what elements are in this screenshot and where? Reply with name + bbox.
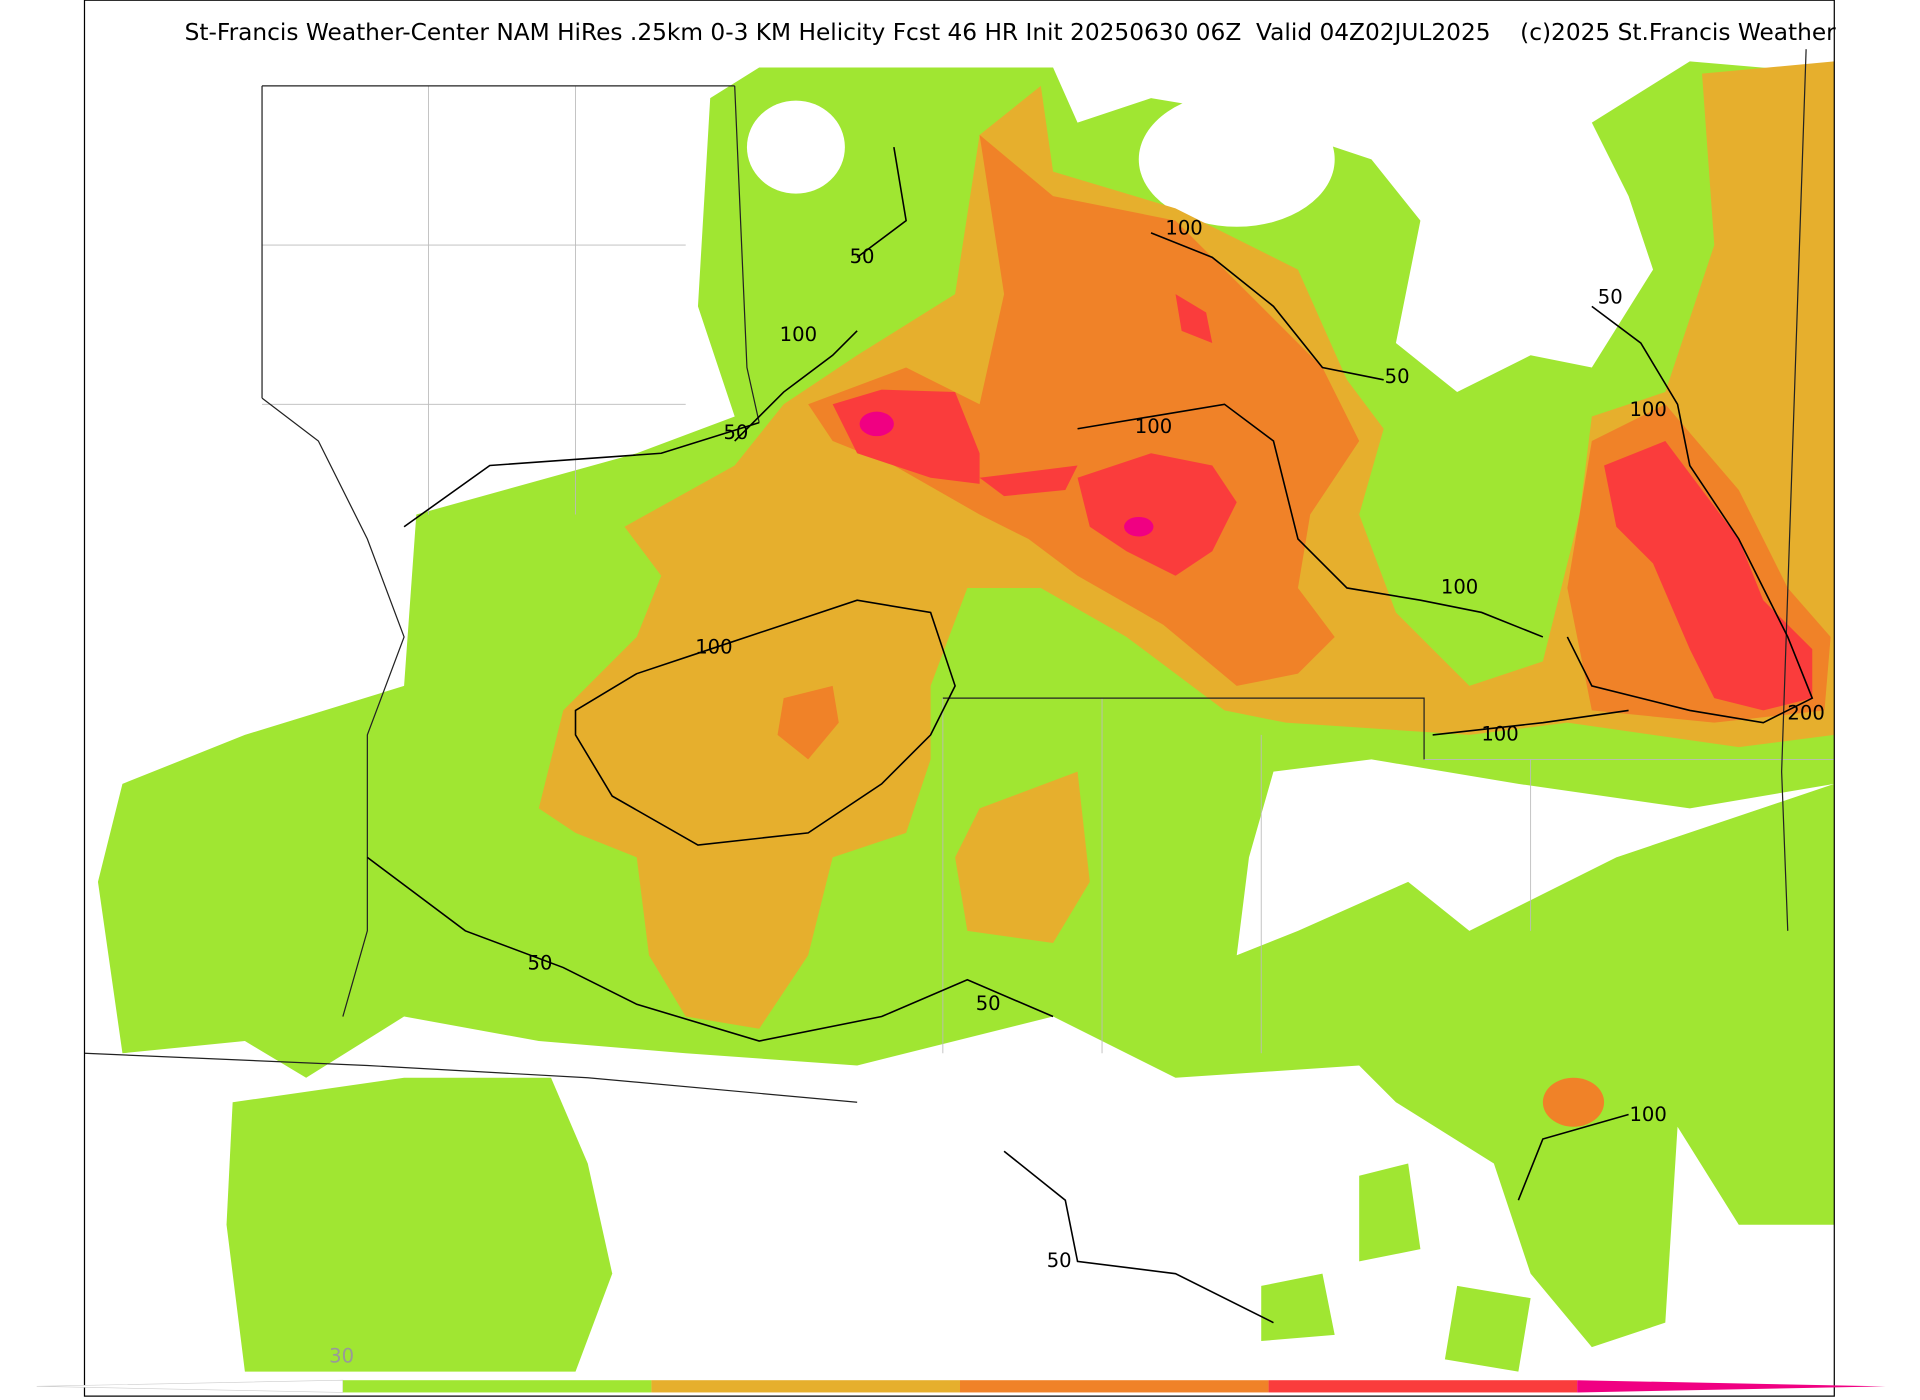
hole (1138, 92, 1335, 227)
county-lines (262, 85, 1835, 1054)
contour-label: 100 (780, 323, 817, 346)
red-area (832, 294, 1813, 711)
contour-label: 50 (1385, 365, 1410, 388)
colorbar: 30 (36, 1344, 1886, 1393)
colorbar-seg (651, 1380, 960, 1393)
title: St-Francis Weather-Center NAM HiRes .25k… (185, 19, 1837, 46)
contour-label: 50 (850, 245, 875, 268)
borders (84, 49, 1835, 1103)
colorbar-seg (342, 1380, 652, 1393)
contour-labels: 50 100 50 100 50 100 50 100 100 200 100 100 50 50 100 5… (528, 217, 1825, 1272)
colorbar-seg (1577, 1380, 1886, 1393)
green-area (97, 61, 1835, 1348)
contour-label: 100 (1629, 1103, 1666, 1126)
magenta-area (1124, 516, 1154, 537)
orange-area (777, 134, 1831, 760)
contour-label: 100 (1629, 398, 1666, 421)
magenta-area (859, 411, 894, 437)
contour-line (403, 330, 956, 846)
green-area (1261, 1163, 1531, 1372)
contour-label: 50 (1598, 285, 1623, 308)
hole (1432, 98, 1580, 270)
contour-label: 100 (1135, 415, 1172, 438)
orange-area (1542, 1077, 1605, 1127)
contour-label: 200 (1787, 702, 1824, 725)
colorbar-seg (1268, 1380, 1578, 1393)
contour-label: 100 (1441, 575, 1478, 598)
contours (366, 147, 1814, 1324)
tan-area (955, 771, 1090, 944)
map-frame (83, 0, 1835, 1397)
colorbar-seg (960, 1380, 1269, 1393)
colorbar-label: 30 (329, 1344, 354, 1367)
contour-line (1003, 305, 1814, 1324)
contour-label: 100 (1481, 722, 1518, 745)
contour-line (366, 147, 1544, 1042)
contour-label: 100 (695, 635, 732, 658)
contour-label: 100 (1165, 217, 1202, 240)
contour-label: 50 (528, 951, 553, 974)
field (97, 61, 1835, 1372)
contour-label: 50 (723, 421, 748, 444)
green-area (226, 1077, 613, 1372)
hole (746, 100, 845, 194)
contour-label: 50 (976, 992, 1001, 1015)
state-lines (84, 49, 1807, 1103)
contour-label: 50 (1047, 1249, 1072, 1272)
